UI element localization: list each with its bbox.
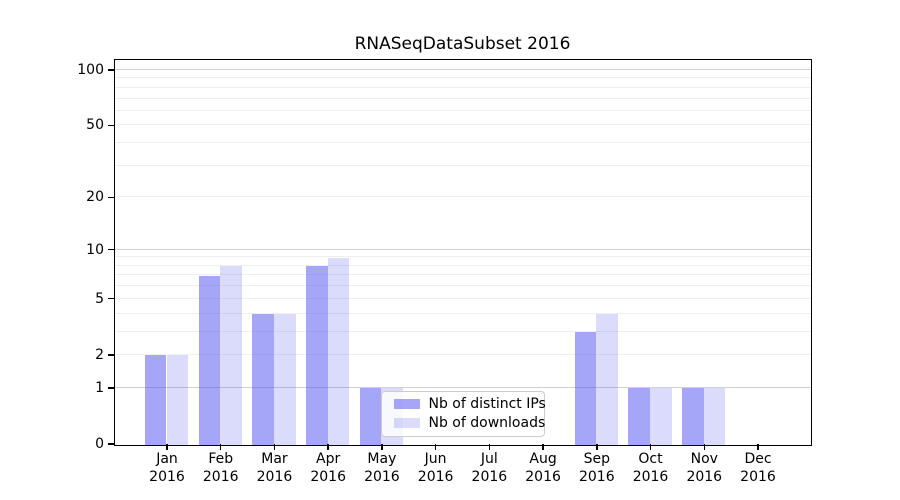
y-tick-mark-20 <box>107 196 114 198</box>
legend-row-0: Nb of distinct IPs <box>393 396 546 412</box>
legend-row-1: Nb of downloads <box>393 415 545 431</box>
legend-swatch-nb-of-distinct-ips <box>393 399 420 409</box>
bar-nb-of-distinct-ips-nov <box>682 388 704 445</box>
x-tick-mark-sep <box>596 444 598 450</box>
x-tick-mark-may <box>381 444 383 450</box>
legend-swatch-nb-of-downloads <box>393 418 420 428</box>
bar-nb-of-downloads-apr <box>327 257 350 445</box>
gridline-minor-20 <box>114 196 811 198</box>
x-tick-label-apr: Apr 2016 <box>310 451 346 485</box>
bar-nb-of-distinct-ips-sep <box>574 332 597 445</box>
x-tick-mark-nov <box>703 444 705 450</box>
x-tick-label-sep: Sep 2016 <box>578 451 615 485</box>
x-tick-mark-mar <box>273 444 276 450</box>
legend: Nb of distinct IPs Nb of downloads <box>380 390 546 437</box>
x-tick-label-jun: Jun 2016 <box>417 451 454 485</box>
y-tick-mark-2 <box>107 354 114 356</box>
gridline-major-10 <box>114 248 811 250</box>
x-tick-mark-jul <box>488 444 491 450</box>
gridline-minor-6 <box>114 285 811 287</box>
y-tick-mark-50 <box>107 124 114 127</box>
gridline-minor-90 <box>114 77 811 79</box>
x-tick-mark-aug <box>542 444 544 450</box>
legend-label-nb-of-downloads: Nb of downloads <box>428 414 546 431</box>
y-tick-mark-100 <box>107 69 114 71</box>
x-tick-mark-jun <box>434 444 437 450</box>
y-tick-label-1: 1 <box>95 379 104 396</box>
gridline-minor-3 <box>114 330 811 332</box>
gridline-minor-70 <box>114 97 811 99</box>
gridline-minor-50 <box>114 124 811 126</box>
x-tick-label-dec: Dec 2016 <box>740 451 776 485</box>
plot-area: Nb of distinct IPs Nb of downloads <box>113 58 812 446</box>
y-tick-label-100: 100 <box>77 61 104 78</box>
y-tick-label-0: 0 <box>95 436 104 452</box>
gridline-minor-5 <box>114 297 811 299</box>
gridline-minor-40 <box>114 142 811 144</box>
bar-nb-of-distinct-ips-jan <box>144 355 167 445</box>
x-tick-mark-dec <box>757 444 759 450</box>
chart-title: RNASeqDataSubset 2016 <box>354 34 571 54</box>
gridline-minor-2 <box>114 353 811 355</box>
bars-layer <box>115 60 811 445</box>
y-tick-mark-10 <box>107 248 114 251</box>
bar-nb-of-distinct-ips-feb <box>198 275 221 445</box>
bar-nb-of-downloads-nov <box>703 388 726 445</box>
x-tick-label-oct: Oct 2016 <box>632 451 669 485</box>
bar-nb-of-downloads-sep <box>596 314 618 445</box>
y-tick-mark-1 <box>107 387 114 389</box>
y-tick-label-2: 2 <box>95 346 104 363</box>
y-tick-mark-0 <box>107 443 114 445</box>
gridline-minor-4 <box>114 312 811 314</box>
gridline-major-100 <box>114 68 811 70</box>
x-tick-mark-feb <box>220 444 222 450</box>
x-tick-label-jul: Jul 2016 <box>471 451 508 485</box>
bar-nb-of-downloads-feb <box>220 266 242 445</box>
gridline-minor-30 <box>114 164 811 166</box>
gridline-minor-8 <box>114 264 811 266</box>
bar-nb-of-distinct-ips-oct <box>628 388 651 445</box>
x-tick-label-jan: Jan 2016 <box>149 451 185 485</box>
x-tick-label-aug: Aug 2016 <box>525 451 561 485</box>
y-tick-mark-5 <box>107 298 114 300</box>
grid-layer <box>114 60 811 445</box>
x-tick-mark-jan <box>166 444 168 450</box>
bar-nb-of-distinct-ips-may <box>359 388 382 445</box>
x-tick-mark-apr <box>327 444 329 450</box>
bar-nb-of-distinct-ips-apr <box>305 266 328 445</box>
x-tick-label-mar: Mar 2016 <box>256 451 293 485</box>
gridline-minor-9 <box>114 256 811 258</box>
y-tick-label-20: 20 <box>86 189 104 206</box>
x-tick-label-nov: Nov 2016 <box>686 451 723 485</box>
gridline-minor-7 <box>114 274 811 276</box>
x-tick-label-may: May 2016 <box>364 451 400 485</box>
bar-nb-of-downloads-oct <box>650 388 672 445</box>
bar-nb-of-downloads-mar <box>273 314 296 445</box>
legend-label-nb-of-distinct-ips: Nb of distinct IPs <box>428 395 546 412</box>
gridline-minor-60 <box>114 109 811 111</box>
y-tick-label-50: 50 <box>86 117 104 134</box>
x-tick-mark-oct <box>649 444 652 450</box>
gridline-minor-80 <box>114 86 811 88</box>
bar-nb-of-distinct-ips-mar <box>252 314 274 445</box>
gridline-major-1 <box>114 386 811 388</box>
y-tick-label-10: 10 <box>86 241 104 258</box>
bar-nb-of-downloads-jan <box>166 355 189 445</box>
y-tick-label-5: 5 <box>95 290 104 307</box>
x-tick-label-feb: Feb 2016 <box>202 451 239 485</box>
